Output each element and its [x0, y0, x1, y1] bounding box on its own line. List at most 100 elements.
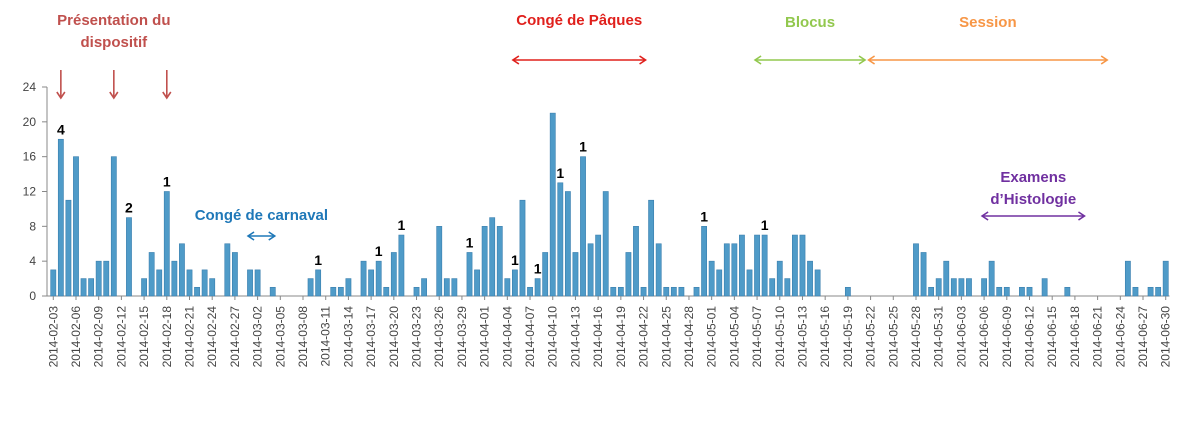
bar-label: 1 — [556, 165, 564, 181]
bar — [194, 286, 200, 297]
bar — [57, 138, 64, 297]
bar — [307, 278, 314, 297]
bar — [247, 269, 253, 297]
bar — [141, 278, 147, 297]
x-tick-label: 2014-06-27 — [1136, 306, 1150, 368]
x-tick-label: 2014-02-06 — [69, 306, 83, 368]
x-tick-label: 2014-02-09 — [92, 306, 106, 368]
x-tick-label: 2014-06-18 — [1068, 306, 1082, 368]
x-tick-label: 2014-03-17 — [364, 306, 378, 368]
period-arrow-head — [1100, 55, 1109, 65]
x-tick-label: 2014-04-01 — [478, 306, 492, 368]
x-tick-label: 2014-06-09 — [1000, 306, 1014, 368]
bar — [670, 286, 677, 297]
period-label: Blocus — [785, 14, 835, 31]
bar — [731, 243, 738, 297]
x-tick-label: 2014-05-01 — [705, 306, 719, 368]
bar — [451, 278, 458, 297]
bar — [769, 278, 776, 297]
event-arrow-head — [109, 91, 119, 100]
x-tick-label: 2014-04-25 — [659, 306, 673, 368]
bar — [708, 260, 715, 297]
bar — [723, 243, 730, 297]
bar — [693, 286, 700, 297]
x-tick-label: 2014-06-30 — [1159, 306, 1173, 368]
bar — [527, 286, 533, 297]
bar — [572, 252, 579, 297]
y-tick-label: 4 — [29, 254, 36, 268]
x-tick-label: 2014-02-21 — [183, 306, 197, 368]
bar — [337, 286, 344, 297]
bar — [761, 234, 768, 297]
bar — [88, 278, 95, 297]
bar — [110, 156, 117, 297]
y-tick-label: 24 — [23, 80, 37, 94]
x-tick-label: 2014-04-04 — [500, 306, 514, 368]
bar — [542, 252, 549, 297]
bar — [610, 286, 617, 297]
x-tick-label: 2014-02-15 — [137, 306, 151, 368]
bar — [519, 199, 526, 297]
bar — [844, 286, 851, 297]
x-tick-label: 2014-03-20 — [387, 306, 401, 368]
x-tick-label: 2014-06-15 — [1045, 306, 1059, 368]
x-tick-label: 2014-02-03 — [46, 306, 60, 368]
x-tick-label: 2014-04-07 — [523, 306, 537, 368]
bar-label: 1 — [511, 252, 519, 268]
y-tick-label: 0 — [29, 289, 36, 303]
bar — [269, 286, 276, 297]
x-tick-label: 2014-04-16 — [591, 306, 605, 368]
x-tick-label: 2014-03-05 — [273, 306, 287, 368]
bar — [595, 234, 602, 297]
bar — [375, 260, 382, 297]
bar — [981, 278, 987, 297]
bar — [330, 286, 337, 297]
event-arrow-head — [56, 91, 66, 100]
bar — [1132, 286, 1139, 297]
bar — [436, 226, 443, 297]
bar — [1162, 260, 1169, 297]
period-arrow-head — [246, 231, 255, 241]
period-label: Session — [959, 14, 1017, 31]
y-tick-label: 16 — [23, 150, 37, 164]
x-tick-label: 2014-03-14 — [341, 306, 355, 368]
bar — [617, 286, 624, 297]
period-arrow-head — [268, 231, 277, 241]
bar-label: 1 — [314, 252, 322, 268]
y-tick-label: 12 — [23, 185, 37, 199]
bar — [549, 112, 556, 297]
bar — [557, 182, 564, 297]
x-tick-label: 2014-06-12 — [1023, 306, 1037, 368]
bar — [754, 234, 760, 297]
bar — [625, 252, 632, 297]
bar — [776, 260, 783, 297]
bar — [504, 278, 511, 297]
bar — [966, 278, 972, 297]
x-tick-label: 2014-05-07 — [750, 306, 764, 368]
x-tick-label: 2014-05-10 — [773, 306, 787, 368]
bar — [716, 269, 723, 297]
x-tick-label: 2014-03-11 — [319, 306, 333, 367]
bar — [988, 260, 995, 297]
bar-label: 1 — [163, 174, 171, 190]
bar — [390, 252, 397, 297]
bar — [746, 269, 753, 297]
bar-label: 4 — [57, 121, 65, 137]
bar — [1124, 260, 1131, 297]
bar — [920, 252, 927, 297]
bar — [534, 278, 541, 297]
bar — [935, 278, 942, 297]
x-tick-label: 2014-05-19 — [841, 306, 855, 368]
bar — [443, 278, 450, 297]
x-tick-label: 2014-06-03 — [954, 306, 968, 368]
bar — [481, 226, 488, 297]
bar — [50, 269, 57, 297]
bar — [413, 286, 420, 297]
bar — [163, 191, 170, 297]
bar — [360, 260, 367, 297]
bar-label: 1 — [466, 234, 474, 250]
bar — [179, 243, 185, 297]
x-tick-label: 2014-04-10 — [546, 306, 560, 368]
bar — [1064, 286, 1071, 297]
